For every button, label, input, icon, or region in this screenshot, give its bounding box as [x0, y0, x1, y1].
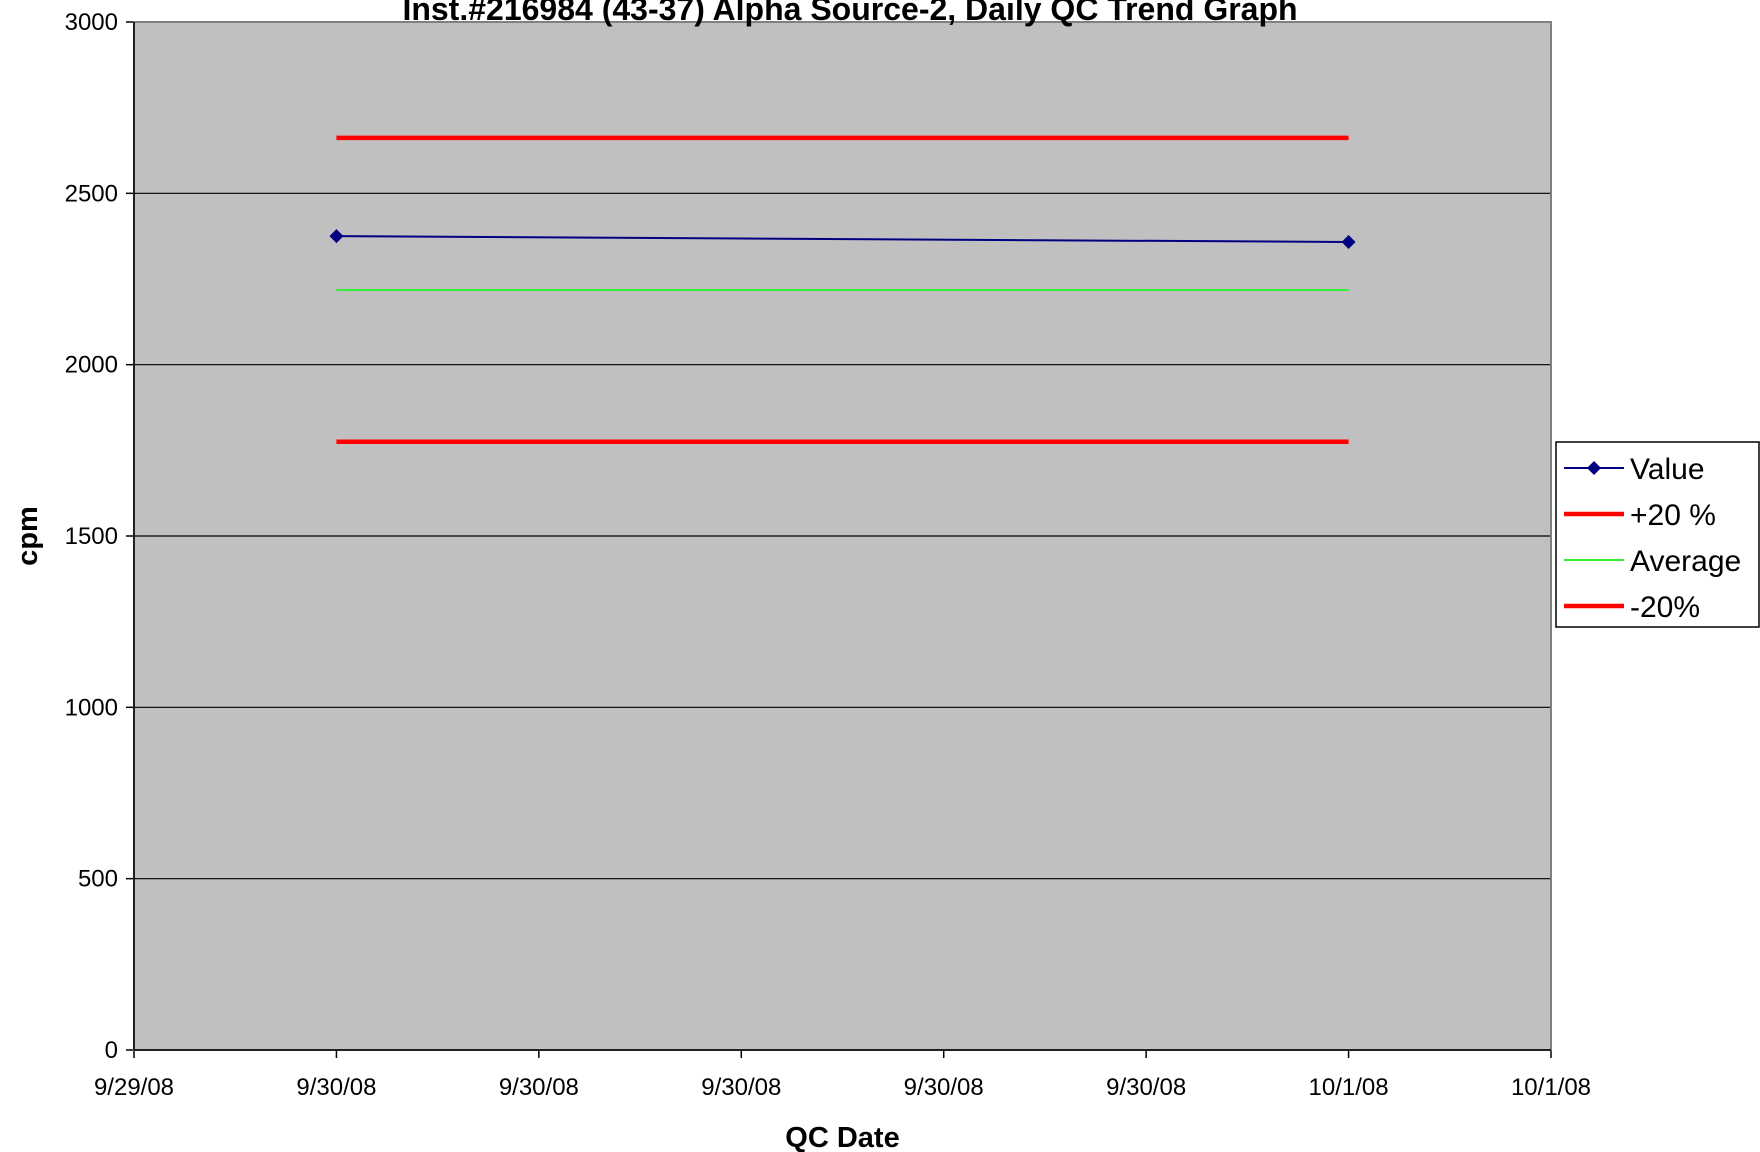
y-tick-label: 500 [78, 866, 118, 893]
legend-label: Value [1630, 453, 1705, 486]
data-point [1341, 234, 1356, 249]
y-tick-label: 2000 [65, 352, 118, 379]
x-tick-label: 9/30/08 [499, 1074, 579, 1101]
y-tick-label: 1500 [65, 523, 118, 550]
x-tick-label: 9/30/08 [904, 1074, 984, 1101]
x-tick-label: 9/30/08 [296, 1074, 376, 1101]
x-tick-label: 10/1/08 [1511, 1074, 1591, 1101]
x-axis-title: QC Date [785, 1122, 899, 1152]
legend-label: +20 % [1630, 499, 1716, 532]
gridlines [134, 192, 1551, 880]
x-tick-label: 9/29/08 [94, 1074, 174, 1101]
legend-label: Average [1630, 545, 1741, 578]
y-tick-label: 3000 [65, 9, 118, 36]
x-tick-labels: 9/29/08 9/30/08 9/30/08 9/30/08 9/30/08 9/30/… [94, 1074, 1591, 1101]
x-tick-label: 10/1/08 [1309, 1074, 1389, 1101]
y-tick-labels: 0 500 1000 1500 2000 2500 3000 [65, 9, 118, 1064]
x-tick-label: 9/30/08 [1106, 1074, 1186, 1101]
series-line [336, 235, 1349, 243]
y-tick-label: 1000 [65, 694, 118, 721]
legend: Value +20 % Average -20% [1555, 441, 1760, 628]
data-point [329, 229, 344, 244]
y-tick-label: 0 [105, 1037, 118, 1064]
legend-box [1555, 441, 1760, 628]
legend-marker [1587, 461, 1601, 475]
y-axis-title: cpm [12, 506, 44, 566]
legend-label: -20% [1630, 591, 1700, 624]
y-tick-label: 2500 [65, 180, 118, 207]
axes [126, 21, 1552, 1058]
x-tick-label: 9/30/08 [701, 1074, 781, 1101]
data-series [329, 135, 1356, 445]
chart-title: Inst.#216984 (43-37) Alpha Source-2, Dai… [402, 0, 1297, 27]
